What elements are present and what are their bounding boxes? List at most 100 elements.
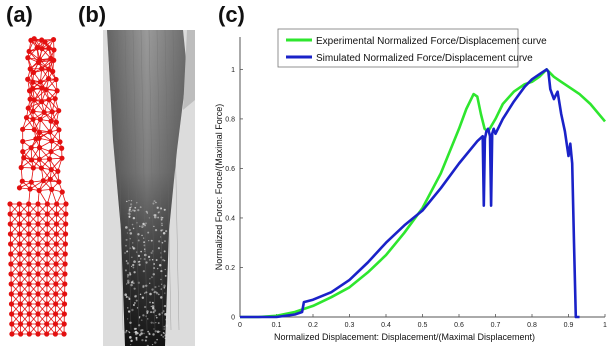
mesh-node: [17, 251, 23, 257]
mesh-node: [34, 45, 40, 51]
mesh-node: [7, 221, 13, 227]
mesh-node: [26, 331, 32, 337]
mesh-node: [16, 221, 23, 227]
mesh-node: [17, 231, 23, 237]
mesh-node: [48, 166, 54, 173]
mesh-node: [26, 291, 32, 297]
mesh-node: [52, 321, 59, 327]
mesh-node: [26, 261, 32, 267]
mesh-node: [41, 109, 47, 115]
mesh-node: [44, 211, 50, 217]
x-tick-label: 0.3: [345, 322, 355, 329]
mesh-node: [9, 311, 15, 317]
x-tick-label: 1: [603, 322, 607, 329]
mesh-node: [26, 241, 32, 247]
mesh-node: [62, 271, 68, 277]
mesh-node: [43, 86, 49, 93]
mesh-node: [35, 271, 41, 277]
legend-label-simulated: Simulated Normalized Force/Displacement …: [316, 53, 533, 64]
mesh-node: [47, 176, 53, 182]
y-tick-label: 1: [231, 67, 235, 74]
mesh-node: [30, 116, 36, 122]
mesh-node: [27, 96, 33, 102]
series-simulated: [240, 68, 580, 319]
mesh-node: [31, 36, 37, 42]
mesh-node: [18, 331, 24, 337]
y-axis-label: Normalized Force: Force/(Maximal Force): [214, 104, 224, 271]
mesh-node: [27, 66, 33, 72]
mesh-node: [36, 187, 42, 194]
mesh-node: [44, 241, 50, 247]
mesh-node: [44, 331, 50, 337]
mesh-node: [53, 271, 59, 277]
mesh-node: [26, 48, 32, 55]
mesh-node: [52, 96, 58, 102]
mesh-node: [17, 261, 23, 267]
panel-label-a: (a): [6, 2, 33, 27]
mesh-node: [44, 201, 50, 207]
mesh-node: [35, 201, 41, 207]
mesh-node: [27, 186, 33, 192]
mesh-node: [53, 291, 59, 297]
mesh-node: [16, 201, 22, 207]
mesh-node: [44, 301, 50, 307]
mesh-node: [54, 201, 60, 207]
mesh-node: [53, 211, 60, 217]
mesh-node: [44, 291, 50, 297]
mesh-node: [8, 291, 14, 297]
x-tick-label: 0.1: [272, 322, 282, 329]
x-tick-label: 0: [238, 322, 242, 329]
mesh-node: [39, 46, 45, 52]
y-tick-label: 0.2: [225, 265, 235, 272]
y-tick-label: 0.6: [225, 166, 235, 173]
mesh-node: [53, 76, 59, 83]
mesh-node: [37, 79, 44, 85]
x-tick-label: 0.7: [491, 322, 501, 329]
mesh-node: [35, 291, 41, 297]
mesh-node: [56, 127, 62, 133]
mesh-node: [25, 55, 31, 61]
mesh-node: [31, 97, 37, 103]
series-experimental: [240, 68, 606, 319]
mesh-node: [20, 149, 26, 155]
mesh-node: [62, 241, 68, 247]
mesh-node: [20, 126, 26, 132]
mesh-node: [36, 156, 42, 162]
mesh-node: [17, 311, 24, 317]
mesh-node: [37, 57, 43, 63]
mesh-node: [26, 301, 32, 307]
legend-label-experimental: Experimental Normalized Force/Displaceme…: [316, 36, 547, 47]
mesh-node: [30, 86, 36, 92]
mesh-node: [48, 118, 54, 124]
mesh-node: [38, 165, 45, 171]
mesh-node: [8, 271, 14, 277]
mesh-node: [44, 221, 50, 227]
mesh-node: [35, 241, 41, 247]
mesh-node: [31, 69, 37, 76]
mesh-node: [36, 135, 42, 141]
y-tick-label: 0.4: [225, 215, 235, 222]
mesh-node: [21, 155, 27, 161]
mesh-node: [16, 185, 23, 191]
mesh-node: [47, 129, 53, 135]
mesh-node: [51, 47, 57, 53]
mesh-node: [26, 251, 32, 257]
mesh-node: [18, 164, 24, 171]
mesh-node: [28, 145, 34, 151]
mesh-node: [62, 291, 68, 297]
panel-label-c: (c): [218, 2, 245, 27]
x-tick-label: 0.9: [564, 322, 574, 329]
mesh-node: [25, 76, 31, 82]
mesh-node: [44, 261, 50, 267]
mesh-node: [25, 105, 31, 111]
mesh-node: [61, 331, 67, 337]
mesh-node: [62, 231, 69, 237]
mesh-node: [61, 321, 67, 327]
mesh-node: [23, 115, 30, 121]
mesh-node: [44, 311, 50, 317]
mesh-node: [44, 281, 50, 287]
mesh-node: [63, 221, 69, 227]
mesh-node: [40, 178, 46, 184]
mesh-node: [35, 251, 41, 257]
mesh-node: [30, 79, 36, 85]
